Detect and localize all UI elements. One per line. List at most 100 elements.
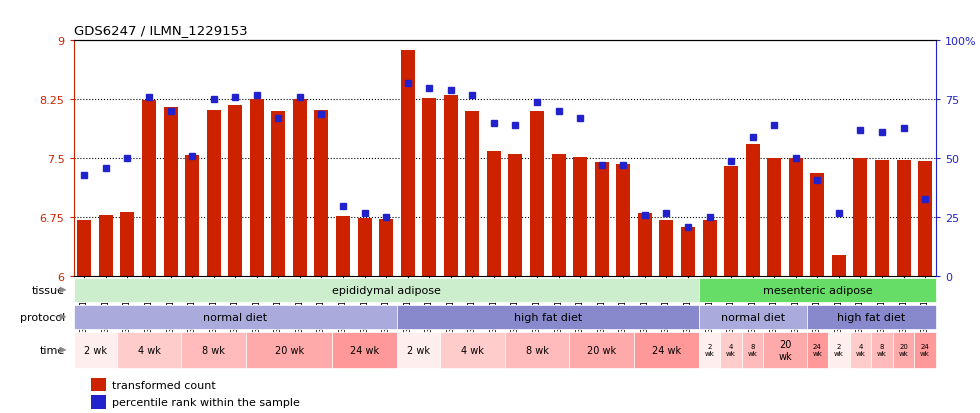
Text: normal diet: normal diet bbox=[203, 312, 268, 322]
Bar bbox=[742, 332, 763, 368]
Bar bbox=[358, 218, 371, 277]
Text: tissue: tissue bbox=[32, 285, 65, 295]
Bar bbox=[91, 377, 106, 392]
Bar bbox=[810, 173, 824, 277]
Bar bbox=[315, 110, 328, 277]
Bar bbox=[91, 395, 106, 409]
Text: 4
wk: 4 wk bbox=[856, 344, 865, 356]
Bar bbox=[724, 167, 738, 277]
Text: 4
wk: 4 wk bbox=[726, 344, 736, 356]
Text: normal diet: normal diet bbox=[720, 312, 785, 322]
Text: 24 wk: 24 wk bbox=[350, 345, 379, 355]
Text: 4 wk: 4 wk bbox=[137, 345, 161, 355]
Bar bbox=[807, 332, 828, 368]
Bar bbox=[142, 101, 156, 277]
Text: 8 wk: 8 wk bbox=[525, 345, 549, 355]
Bar bbox=[595, 163, 609, 277]
Bar bbox=[681, 227, 695, 277]
Text: 24 wk: 24 wk bbox=[652, 345, 681, 355]
Bar bbox=[720, 332, 742, 368]
Text: high fat diet: high fat diet bbox=[837, 312, 906, 322]
Bar bbox=[897, 161, 910, 277]
Bar bbox=[121, 212, 134, 277]
Text: transformed count: transformed count bbox=[113, 380, 216, 390]
Bar bbox=[487, 151, 501, 277]
Text: 2
wk: 2 wk bbox=[705, 344, 714, 356]
Text: GDS6247 / ILMN_1229153: GDS6247 / ILMN_1229153 bbox=[74, 24, 247, 37]
Bar bbox=[638, 214, 652, 277]
Text: epididymal adipose: epididymal adipose bbox=[331, 285, 441, 295]
Text: 8 wk: 8 wk bbox=[202, 345, 225, 355]
Bar bbox=[164, 108, 177, 277]
Bar bbox=[807, 305, 936, 329]
Bar bbox=[699, 278, 936, 302]
Text: 8
wk: 8 wk bbox=[748, 344, 758, 356]
Bar bbox=[569, 332, 634, 368]
Bar bbox=[699, 305, 807, 329]
Bar bbox=[74, 332, 117, 368]
Bar bbox=[336, 216, 350, 277]
Bar bbox=[271, 112, 285, 277]
Text: protocol: protocol bbox=[20, 312, 65, 322]
Bar bbox=[746, 145, 760, 277]
Bar bbox=[703, 220, 716, 277]
Text: mesenteric adipose: mesenteric adipose bbox=[762, 285, 872, 295]
Text: 24
wk: 24 wk bbox=[920, 344, 930, 356]
Bar bbox=[466, 112, 479, 277]
Bar bbox=[74, 305, 397, 329]
Bar bbox=[332, 332, 397, 368]
Bar bbox=[875, 161, 889, 277]
Bar bbox=[573, 157, 587, 277]
Bar bbox=[914, 332, 936, 368]
Bar bbox=[440, 332, 505, 368]
Text: 24
wk: 24 wk bbox=[812, 344, 822, 356]
Bar bbox=[850, 332, 871, 368]
Text: high fat diet: high fat diet bbox=[514, 312, 582, 322]
Bar bbox=[74, 278, 699, 302]
Text: 20
wk: 20 wk bbox=[778, 339, 792, 361]
Bar bbox=[552, 155, 565, 277]
Text: 20
wk: 20 wk bbox=[899, 344, 908, 356]
Bar bbox=[246, 332, 332, 368]
Bar bbox=[616, 164, 630, 277]
Bar bbox=[397, 305, 699, 329]
Bar bbox=[530, 112, 544, 277]
Text: 2 wk: 2 wk bbox=[407, 345, 430, 355]
Bar bbox=[660, 220, 673, 277]
Bar bbox=[444, 96, 458, 277]
Bar bbox=[293, 100, 307, 277]
Text: percentile rank within the sample: percentile rank within the sample bbox=[113, 397, 300, 407]
Bar bbox=[832, 256, 846, 277]
Bar bbox=[99, 216, 113, 277]
Bar bbox=[379, 219, 393, 277]
Bar bbox=[207, 110, 220, 277]
Text: 20 wk: 20 wk bbox=[274, 345, 304, 355]
Bar bbox=[185, 156, 199, 277]
Bar bbox=[250, 100, 264, 277]
Bar bbox=[228, 106, 242, 277]
Bar bbox=[77, 220, 91, 277]
Bar bbox=[789, 159, 803, 277]
Text: 4 wk: 4 wk bbox=[461, 345, 484, 355]
Bar bbox=[767, 159, 781, 277]
Text: 2
wk: 2 wk bbox=[834, 344, 844, 356]
Bar bbox=[871, 332, 893, 368]
Bar bbox=[854, 159, 867, 277]
Bar bbox=[893, 332, 914, 368]
Bar bbox=[422, 99, 436, 277]
Bar bbox=[699, 332, 720, 368]
Bar bbox=[397, 332, 440, 368]
Bar bbox=[505, 332, 569, 368]
Bar bbox=[828, 332, 850, 368]
Bar bbox=[634, 332, 699, 368]
Bar bbox=[918, 161, 932, 277]
Bar bbox=[763, 332, 807, 368]
Text: time: time bbox=[39, 345, 65, 355]
Bar bbox=[181, 332, 246, 368]
Bar bbox=[509, 155, 522, 277]
Bar bbox=[401, 51, 415, 277]
Bar bbox=[117, 332, 181, 368]
Text: 2 wk: 2 wk bbox=[83, 345, 107, 355]
Text: 8
wk: 8 wk bbox=[877, 344, 887, 356]
Text: 20 wk: 20 wk bbox=[587, 345, 616, 355]
